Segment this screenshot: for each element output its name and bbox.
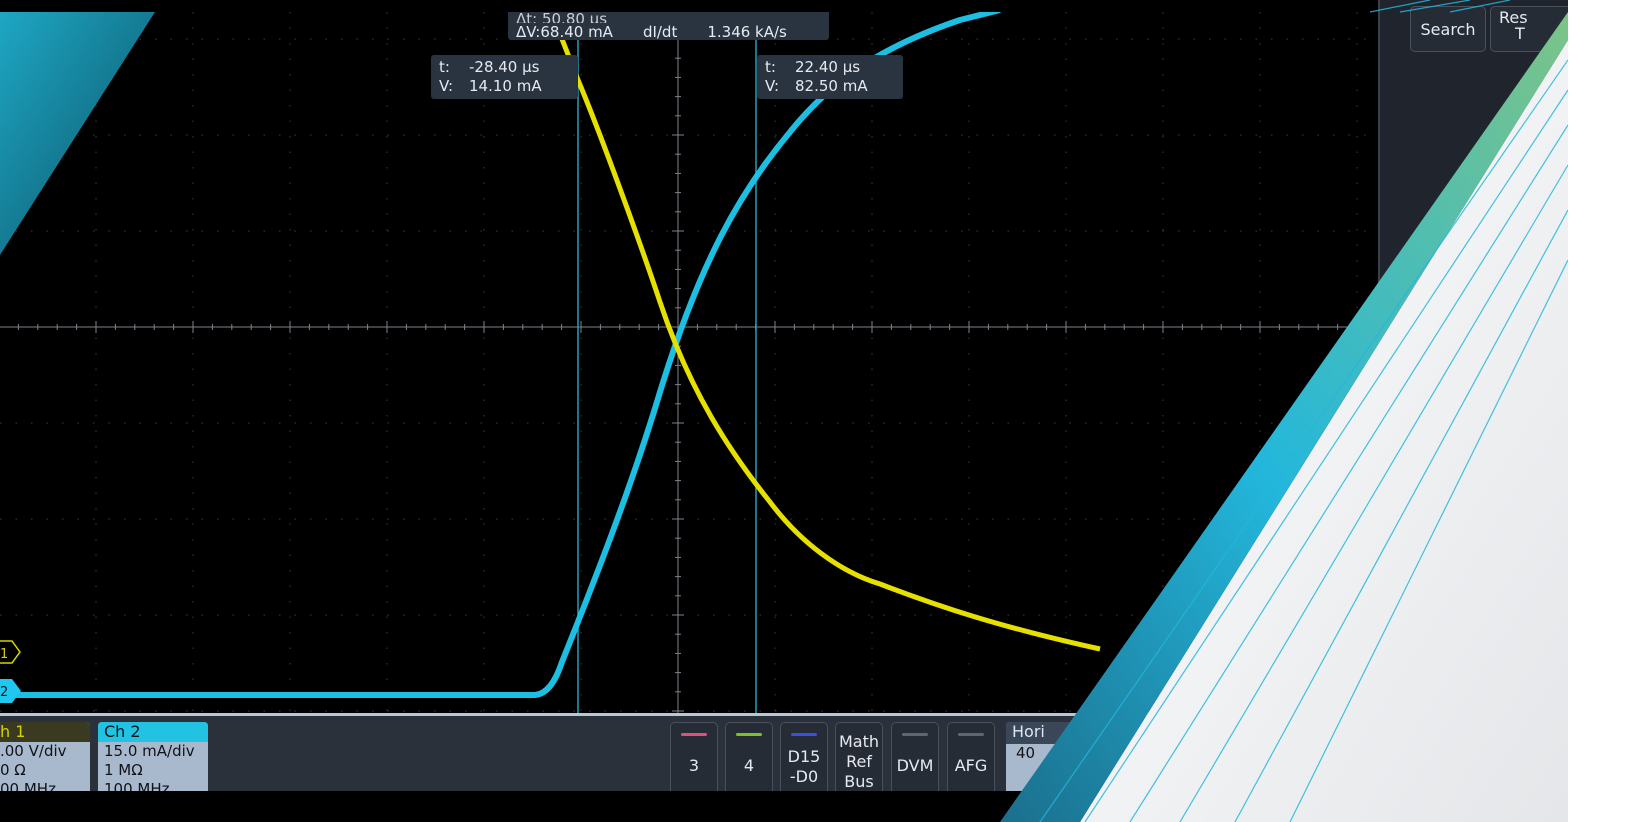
cursor-b-t-value: 22.40 µs [795,58,861,76]
ch1-marker[interactable] [0,640,21,664]
ch3-button[interactable]: 3 [670,722,718,791]
ch1-scale: .00 V/div [0,742,67,760]
side-panel: Search Res T [1378,0,1568,713]
ch2-trace [0,12,1001,698]
delta-v-readout: ΔV:68.40 mA [516,23,613,41]
dvm-button[interactable]: DVM [891,722,939,791]
digital-button[interactable]: D15 -D0 [780,722,828,791]
graticule [0,12,1378,713]
dvm-button-label: DVM [896,756,934,775]
ch2-impedance: 1 MΩ [104,761,143,779]
cursor-a-t-label: t: [439,58,450,76]
ch2-marker[interactable] [0,679,21,703]
digital-button-label-1: D15 [787,747,821,766]
ch2-badge-label: Ch 2 [98,722,208,742]
delta-t-readout: Δt: 50.80 µs [516,12,608,23]
cursor-b-v-value: 82.50 mA [795,77,868,95]
cursor-b-readout: t: 22.40 µs V: 82.50 mA [757,55,903,99]
reset-button-label-2: T [1515,24,1525,43]
cursor-a-readout: t: -28.40 µs V: 14.10 mA [431,55,578,99]
reset-button[interactable]: Res T [1490,6,1568,52]
ch2-scale: 15.0 mA/div [104,742,195,760]
ch2-badge[interactable]: Ch 2 15.0 mA/div 1 MΩ 100 MHz [98,722,208,791]
cursor-b-v-label: V: [765,77,780,95]
digital-color-bar [791,733,817,736]
ch4-color-bar [736,733,762,736]
math-button-label-1: Math [838,732,880,751]
di-dt-value: 1.346 kA/s [707,23,787,41]
math-button-label-2: Ref [846,752,872,771]
delta-readout: Δt: 50.80 µs ΔV:68.40 mA dI/dt 1.346 kA/… [508,12,829,41]
cursor-a-t-value: -28.40 µs [469,58,540,76]
ch1-impedance: 0 Ω [0,761,26,779]
horizontal-value: 40 [1016,744,1036,762]
cursor-a-v-label: V: [439,77,454,95]
ch4-button-label: 4 [743,756,755,775]
cursor-a-v-value: 14.10 mA [469,77,542,95]
afg-color-bar [958,733,984,736]
digital-button-label-2: -D0 [789,767,819,786]
ch2-bandwidth: 100 MHz [104,780,170,791]
scope-display: Δt: 50.80 µs ΔV:68.40 mA dI/dt 1.346 kA/… [0,0,1568,791]
di-dt-label: dI/dt [642,23,678,41]
ch4-button[interactable]: 4 [725,722,773,791]
ch1-bandwidth: 00 MHz [0,780,56,791]
math-ref-bus-button[interactable]: Math Ref Bus [835,722,883,791]
waveform-plot[interactable]: Δt: 50.80 µs ΔV:68.40 mA dI/dt 1.346 kA/… [0,12,1378,713]
search-button[interactable]: Search [1410,6,1486,52]
ch3-button-label: 3 [688,756,700,775]
afg-button-label: AFG [954,756,988,775]
settings-bar: h 1 .00 V/div 0 Ω 00 MHz Ch 2 15.0 mA/di… [0,713,1568,791]
oscilloscope-app: Δt: 50.80 µs ΔV:68.40 mA dI/dt 1.346 kA/… [0,0,1568,822]
ch3-color-bar [681,733,707,736]
channel-markers: 1 2 [0,640,21,703]
ch2-marker-label: 2 [0,685,8,700]
math-button-label-3: Bus [844,772,874,791]
ch1-badge[interactable]: h 1 .00 V/div 0 Ω 00 MHz [0,722,90,791]
ch1-trace [557,33,1101,652]
horizontal-label: Hori [1006,722,1076,744]
ch1-marker-label: 1 [0,647,8,662]
search-button-label: Search [1420,19,1476,39]
dvm-color-bar [902,733,928,736]
afg-button[interactable]: AFG [947,722,995,791]
waveform-svg [0,12,1378,713]
cursor-b-t-label: t: [765,58,776,76]
horizontal-badge[interactable]: Hori 40 [1006,722,1076,791]
ch1-badge-label: h 1 [0,722,90,742]
